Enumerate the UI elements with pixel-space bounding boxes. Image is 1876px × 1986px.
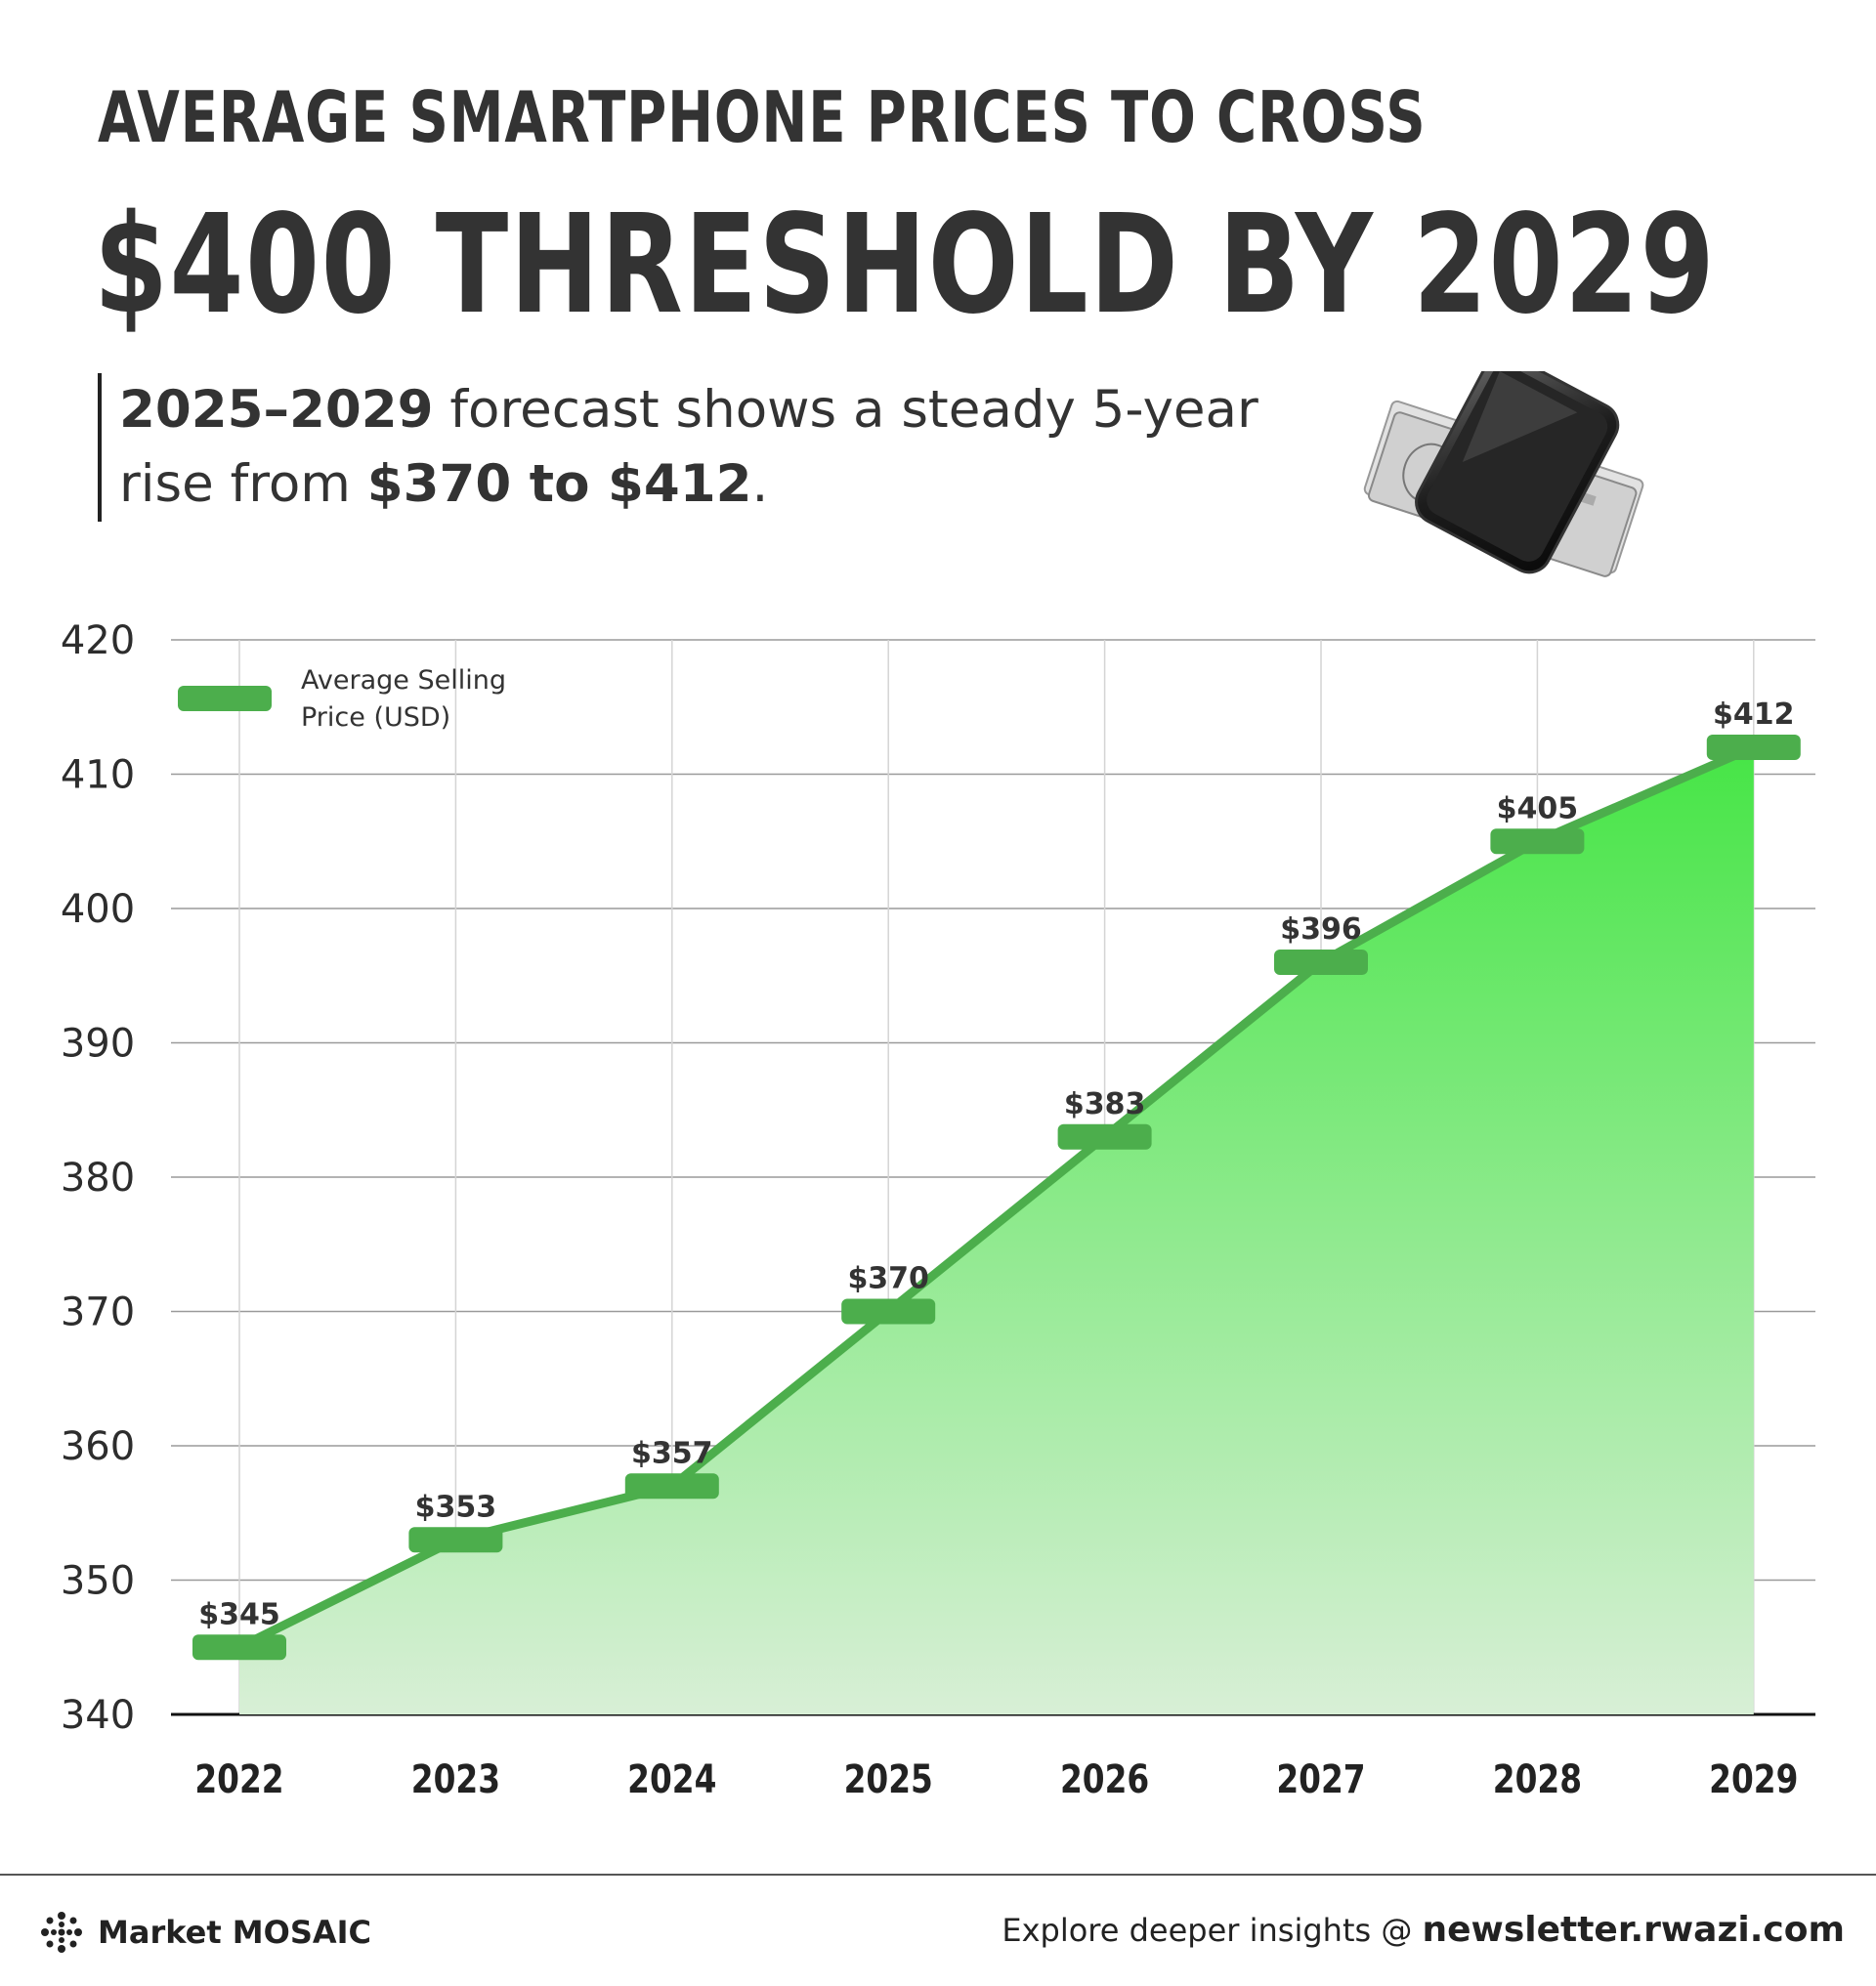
data-marker-2027	[1274, 950, 1368, 975]
subtitle: 2025–2029 forecast shows a steady 5-year…	[98, 373, 1258, 522]
data-label-2025: $370	[847, 1262, 929, 1296]
data-marker-2029	[1706, 735, 1801, 760]
y-tick-label-420: 420	[61, 618, 135, 663]
subtitle-line-2: rise from $370 to $412.	[119, 447, 1258, 522]
data-marker-2022	[192, 1634, 286, 1661]
title-line-2: $400 THRESHOLD BY 2029	[94, 186, 1717, 345]
footer-cta-text: Explore deeper insights @	[1002, 1912, 1423, 1949]
y-tick-label-390: 390	[61, 1022, 135, 1067]
data-label-2023: $353	[415, 1490, 497, 1524]
price-chart: 340 350 360 370 380 390 400 410 420 2022 2023 2024 2…	[61, 618, 1815, 1802]
footer-cta-link[interactable]: newsletter.rwazi.com	[1422, 1910, 1845, 1950]
mosaic-dots-icon	[41, 1912, 82, 1953]
y-tick-label-360: 360	[61, 1424, 135, 1469]
data-label-2024: $357	[631, 1436, 713, 1470]
data-marker-2025	[841, 1298, 936, 1325]
footer-divider	[0, 1874, 1876, 1876]
legend: Average Selling Price (USD)	[178, 665, 506, 733]
data-marker-2023	[408, 1527, 503, 1553]
y-tick-label-380: 380	[61, 1156, 135, 1201]
legend-label-line-2: Price (USD)	[301, 702, 450, 733]
subtitle-line-1: 2025–2029 forecast shows a steady 5-year	[119, 373, 1258, 447]
mark-layer: $345 $353 $357 $370 $383 $396 $405 $412	[192, 697, 1801, 1661]
legend-label-line-1: Average Selling	[301, 665, 506, 696]
x-tick-label-2029: 2029	[1709, 1756, 1798, 1802]
y-tick-label-410: 410	[61, 753, 135, 798]
subtitle-highlight-range: $370 to $412	[366, 454, 752, 514]
y-tick-label-350: 350	[61, 1559, 135, 1604]
brand: Market MOSAIC	[39, 1910, 371, 1955]
data-label-2028: $405	[1497, 791, 1579, 825]
title-line-1: AVERAGE SMARTPHONE PRICES TO CROSS	[98, 76, 1427, 158]
x-tick-label-2028: 2028	[1493, 1756, 1582, 1802]
x-tick-label-2025: 2025	[844, 1756, 933, 1802]
data-label-2027: $396	[1280, 912, 1362, 947]
y-tick-label-400: 400	[61, 887, 135, 932]
legend-swatch	[178, 686, 272, 711]
brand-name: Market MOSAIC	[98, 1914, 372, 1951]
data-label-2029: $412	[1713, 697, 1795, 732]
data-label-2026: $383	[1064, 1087, 1146, 1121]
subtitle-highlight-years: 2025–2029	[119, 380, 434, 440]
data-marker-2026	[1057, 1123, 1152, 1150]
x-tick-label-2027: 2027	[1276, 1756, 1365, 1802]
y-tick-label-340: 340	[61, 1693, 135, 1738]
footer-cta: Explore deeper insights @ newsletter.rwa…	[1002, 1910, 1845, 1950]
data-label-2022: $345	[198, 1597, 280, 1631]
data-marker-2028	[1490, 828, 1585, 855]
x-tick-label-2026: 2026	[1060, 1756, 1149, 1802]
series-area	[239, 747, 1754, 1714]
x-tick-label-2022: 2022	[194, 1756, 283, 1802]
smartphone-on-cash-icon	[1363, 371, 1644, 577]
area-layer	[239, 747, 1754, 1714]
y-tick-label-370: 370	[61, 1290, 135, 1335]
subtitle-text-2: rise from	[119, 454, 367, 514]
x-tick-label-2024: 2024	[627, 1756, 716, 1802]
subtitle-text-1: forecast shows a steady 5-year	[433, 380, 1258, 440]
data-marker-2024	[624, 1473, 719, 1500]
subtitle-text-3: .	[751, 454, 769, 514]
x-tick-label-2023: 2023	[411, 1756, 500, 1802]
